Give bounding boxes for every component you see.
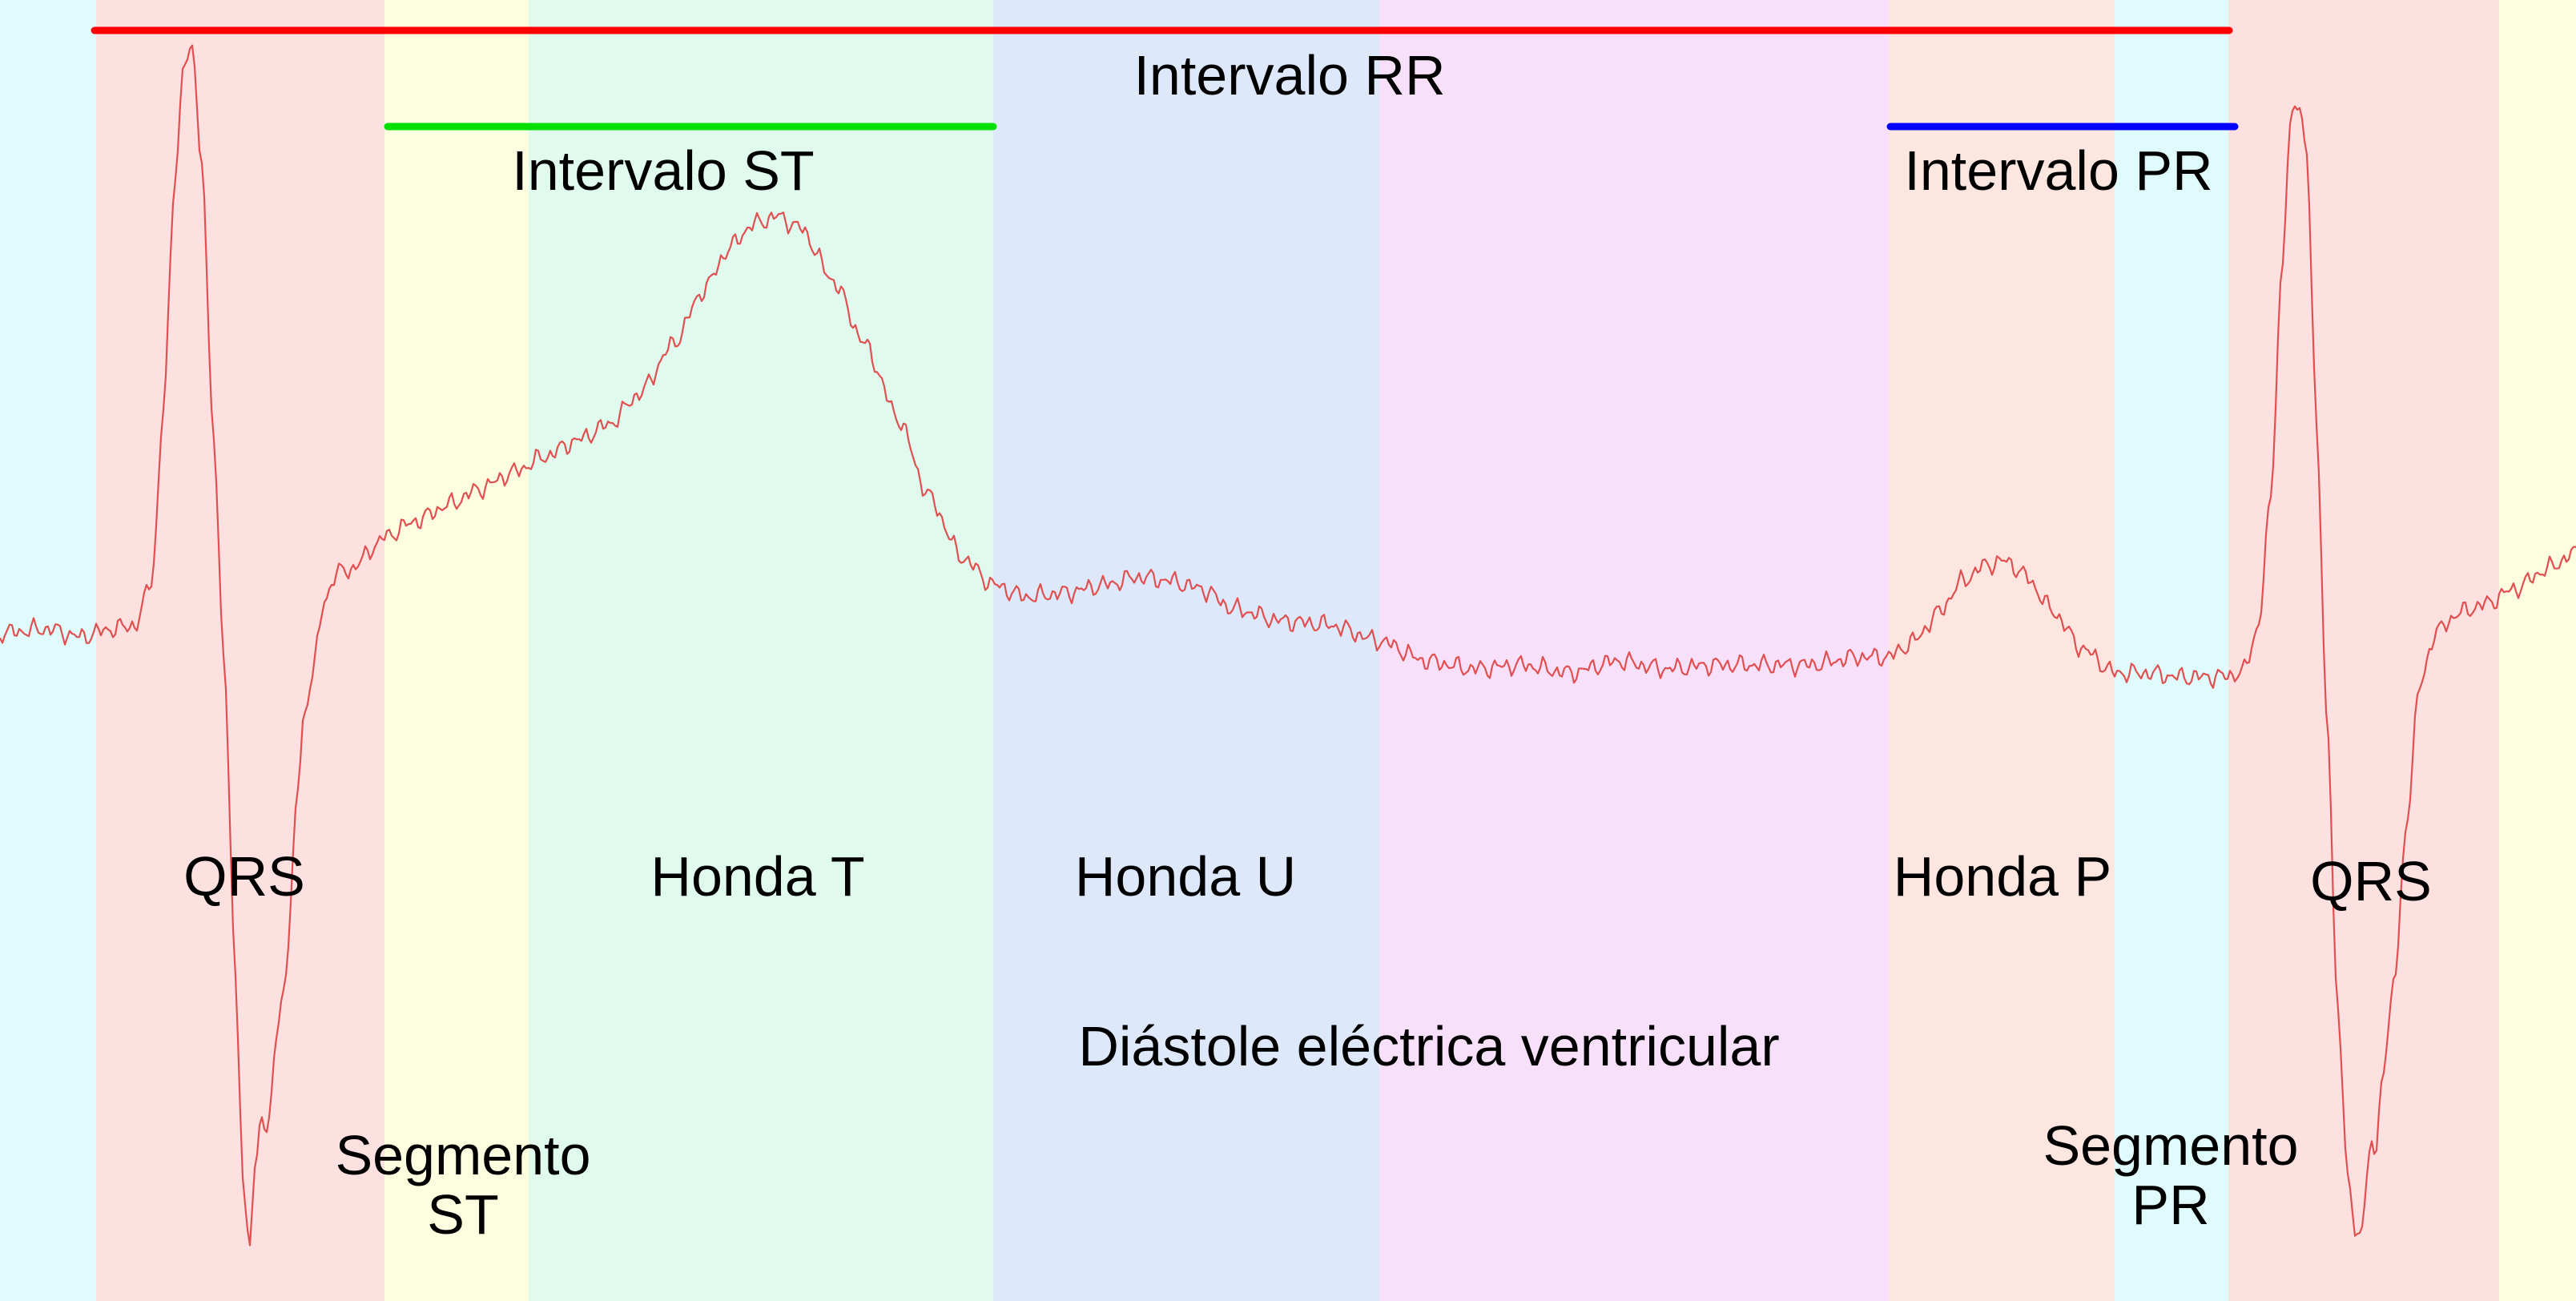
qrs-label-1: QRS	[183, 845, 305, 908]
pr-segment-label-line2: PR	[2131, 1174, 2209, 1236]
rr-interval-label: Intervalo RR	[1133, 44, 1445, 107]
p-wave-label: Honda P	[1894, 845, 2111, 908]
st-segment-label-line2: ST	[427, 1183, 498, 1246]
t-wave-label: Honda T	[650, 845, 864, 908]
st-interval-label: Intervalo ST	[512, 139, 814, 202]
band-u-wave	[993, 0, 1379, 1301]
pr-segment-label-line1: Segmento	[2043, 1114, 2298, 1177]
labels: Intervalo RR Intervalo ST Intervalo PR Q…	[183, 44, 2432, 1246]
band-diastole	[1379, 0, 1889, 1301]
band-st-segment	[384, 0, 529, 1301]
diastole-label: Diástole eléctrica ventricular	[1078, 1015, 1779, 1077]
band-baseline-start	[0, 0, 96, 1301]
band-t-wave	[529, 0, 993, 1301]
u-wave-label: Honda U	[1075, 845, 1296, 908]
st-segment-label-line1: Segmento	[335, 1124, 590, 1186]
interval-bars	[91, 26, 2239, 131]
band-qrs-1	[96, 0, 384, 1301]
band-pr-segment	[2115, 0, 2228, 1301]
qrs-label-2: QRS	[2310, 850, 2432, 912]
band-st-segment-2	[2499, 0, 2576, 1301]
band-qrs-2	[2228, 0, 2499, 1301]
ecg-trace	[0, 44, 2576, 1247]
pr-interval-label: Intervalo PR	[1904, 139, 2212, 202]
